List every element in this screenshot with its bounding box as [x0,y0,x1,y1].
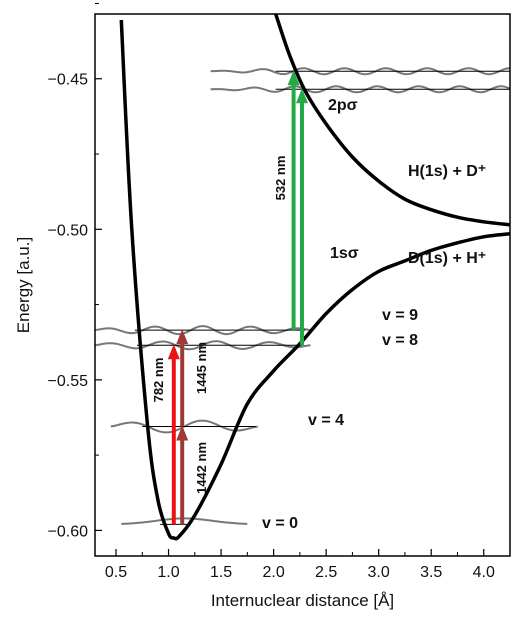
y-tick-label: −0.60 [48,523,89,540]
transition-label: 532 nm [273,156,288,201]
x-tick-label: 3.0 [368,564,390,581]
x-tick-label: 2.0 [262,564,284,581]
curve-2p-sigma [274,14,510,227]
transition-label: 1445 nm [194,342,209,394]
upper-wavefunction [210,85,510,94]
vibrational-label: v = 4 [308,412,344,429]
y-tick-label: −0.50 [48,222,89,239]
vibrational-label: v = 8 [382,332,418,349]
wavefunction-v9 [95,325,311,336]
plot-frame [94,13,511,557]
arrowhead [287,70,300,86]
x-tick-label: 1.0 [157,564,179,581]
vibrational-label: v = 0 [262,515,298,532]
curve-label-2p-sigma: 2pσ [328,97,358,114]
asymptote-label-upper: H(1s) + D⁺ [408,163,486,180]
upper-wavefunction [210,67,510,76]
x-tick-label: 3.5 [420,564,442,581]
y-tick-label: −0.55 [48,373,89,390]
x-axis-label: Internuclear distance [Å] [211,591,394,610]
x-tick-label: 2.5 [315,564,337,581]
x-tick-label: 0.5 [105,564,127,581]
arrowhead [176,425,189,441]
y-tick-label: −0.45 [48,72,89,89]
transition-label: 782 nm [151,358,166,403]
arrowhead [167,344,180,360]
wavefunction-v0 [121,517,248,525]
curve-label-1s-sigma: 1sσ [330,245,359,262]
y-axis-label: Energy [a.u.] [14,237,33,333]
x-tick-label: 1.5 [210,564,232,581]
arrowhead [295,88,308,104]
transition-label: 1442 nm [194,442,209,494]
curve-1s-sigma [119,19,510,541]
asymptote-label-lower: D(1s) + H⁺ [408,250,486,267]
arrowhead [176,329,189,345]
vibrational-label: v = 9 [382,307,418,324]
x-tick-label: 4.0 [473,564,495,581]
